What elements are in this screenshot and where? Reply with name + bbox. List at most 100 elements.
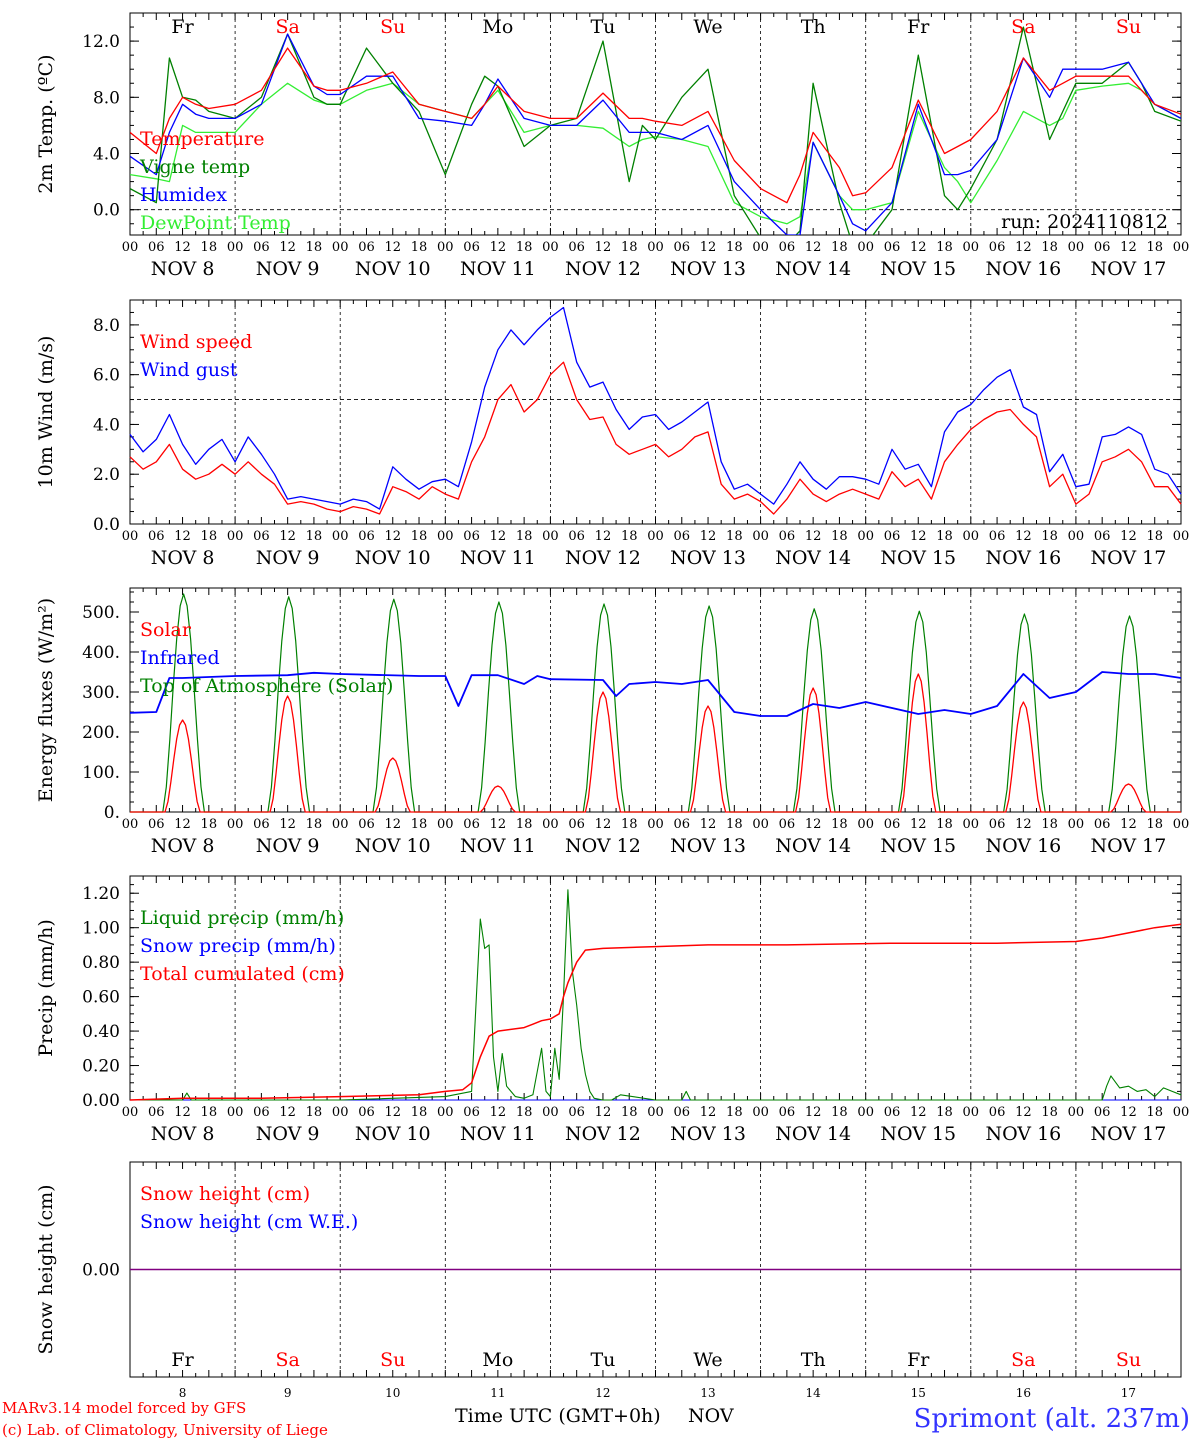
hour-label: 18	[936, 240, 953, 255]
hour-label: 00	[542, 240, 559, 255]
weekday-label: Sa	[1011, 1349, 1035, 1371]
date-label: NOV 15	[880, 258, 956, 280]
y-tick-label: 8.0	[93, 316, 120, 336]
hour-label: 12	[1015, 1105, 1032, 1120]
y-tick-label: 0.0	[93, 201, 120, 221]
hour-label: 00	[752, 1105, 769, 1120]
hour-label: 18	[306, 529, 323, 544]
date-label: NOV 13	[670, 258, 746, 280]
legend-entry: Top of Atmosphere (Solar)	[140, 675, 393, 697]
hour-label: 18	[411, 529, 428, 544]
y-tick-label: 400.	[82, 643, 120, 663]
hour-label: 18	[306, 1105, 323, 1120]
hour-label: 00	[857, 817, 874, 832]
hour-label: 18	[831, 817, 848, 832]
run-annotation: run: 2024110812	[1001, 211, 1168, 233]
date-label: NOV 14	[775, 835, 851, 857]
weekday-label: Su	[1116, 16, 1141, 38]
hour-label: 18	[621, 240, 638, 255]
date-label: NOV 11	[460, 258, 536, 280]
y-tick-label: 100.	[82, 763, 120, 783]
y-tick-label: 1.20	[82, 884, 120, 904]
date-label: NOV 12	[565, 547, 641, 569]
hour-label: 06	[358, 817, 375, 832]
hour-label: 18	[411, 240, 428, 255]
hour-label: 18	[201, 240, 218, 255]
hour-label: 12	[910, 240, 927, 255]
hour-label: 00	[122, 1105, 139, 1120]
hour-label: 18	[411, 1105, 428, 1120]
weekday-label: Th	[801, 16, 826, 38]
hour-label: 12	[384, 1105, 401, 1120]
hour-label: 06	[358, 529, 375, 544]
hour-label: 06	[779, 240, 796, 255]
date-label: NOV 10	[355, 1123, 431, 1145]
legend-entry: Total cumulated (cm)	[140, 963, 345, 985]
weekday-label: Fr	[171, 16, 194, 38]
weekday-label: Fr	[907, 1349, 930, 1371]
date-label: NOV 17	[1091, 547, 1167, 569]
date-label: NOV 11	[460, 547, 536, 569]
date-label: NOV 17	[1091, 258, 1167, 280]
hour-label: 12	[384, 817, 401, 832]
hour-label: 06	[989, 529, 1006, 544]
station-label: Sprimont (alt. 237m)	[914, 1404, 1190, 1434]
hour-label: 18	[1146, 240, 1163, 255]
hour-label: 12	[595, 1105, 612, 1120]
hour-label: 06	[884, 529, 901, 544]
hour-label: 18	[726, 817, 743, 832]
weekday-label: Su	[1116, 1349, 1141, 1371]
hour-label: 00	[122, 817, 139, 832]
weekday-label: Fr	[907, 16, 930, 38]
date-label: NOV 16	[985, 835, 1061, 857]
date-label: NOV 8	[151, 835, 215, 857]
date-label: NOV 14	[775, 1123, 851, 1145]
hour-label: 06	[884, 1105, 901, 1120]
hour-label: 06	[568, 1105, 585, 1120]
series-line-wind-speed	[129, 361, 1182, 515]
day-number: 16	[1016, 1386, 1031, 1400]
y-tick-label: 4.0	[93, 415, 120, 435]
y-tick-label: 0.00	[82, 1091, 120, 1111]
hour-label: 18	[726, 529, 743, 544]
y-tick-label: 0.60	[82, 988, 120, 1008]
panel-precip: 0.00 0.20 0.40 0.60 0.80 1.00 1.20 Precip (mm/h…	[35, 875, 1189, 1145]
hour-label: 18	[831, 529, 848, 544]
copyright: (c) Lab. of Climatology, University of L…	[2, 1421, 328, 1439]
hour-label: 06	[1094, 1105, 1111, 1120]
hour-label: 06	[358, 1105, 375, 1120]
series-line-dewpoint-temp	[130, 82, 1181, 225]
hour-label: 00	[963, 817, 980, 832]
date-label: NOV 16	[985, 258, 1061, 280]
date-label: NOV 13	[670, 547, 746, 569]
hour-label: 06	[674, 529, 691, 544]
y-axis-title: Energy fluxes (W/m²)	[35, 598, 57, 802]
hour-label: 00	[857, 1105, 874, 1120]
hour-label: 00	[963, 529, 980, 544]
hour-label: 00	[1173, 817, 1190, 832]
hour-label: 06	[1094, 529, 1111, 544]
hour-label: 06	[779, 1105, 796, 1120]
hour-label: 06	[779, 529, 796, 544]
legend-entry: Infrared	[140, 647, 220, 669]
hour-label: 18	[1041, 240, 1058, 255]
hour-label: 12	[490, 240, 507, 255]
date-label: NOV 9	[256, 547, 320, 569]
model-credit: MARv3.14 model forced by GFS	[2, 1399, 246, 1417]
hour-label: 00	[437, 817, 454, 832]
hour-label: 12	[805, 240, 822, 255]
series-line-vigne-temp	[130, 26, 1181, 235]
date-label: NOV 10	[355, 258, 431, 280]
series-group	[130, 26, 1181, 235]
weekday-label: Mo	[482, 16, 513, 38]
date-label: NOV 8	[151, 258, 215, 280]
hour-label: 00	[1173, 240, 1190, 255]
hour-label: 00	[227, 529, 244, 544]
legend-entry: Snow precip (mm/h)	[140, 935, 336, 957]
hour-label: 06	[148, 529, 165, 544]
weekday-label: Su	[380, 1349, 405, 1371]
y-tick-label: 0.0	[93, 515, 120, 535]
legend-entry: Solar	[140, 619, 192, 641]
panel-energy: 0. 100. 200. 300. 400. 500. Energy fluxes (W/m…	[35, 587, 1190, 857]
hour-label: 00	[437, 240, 454, 255]
